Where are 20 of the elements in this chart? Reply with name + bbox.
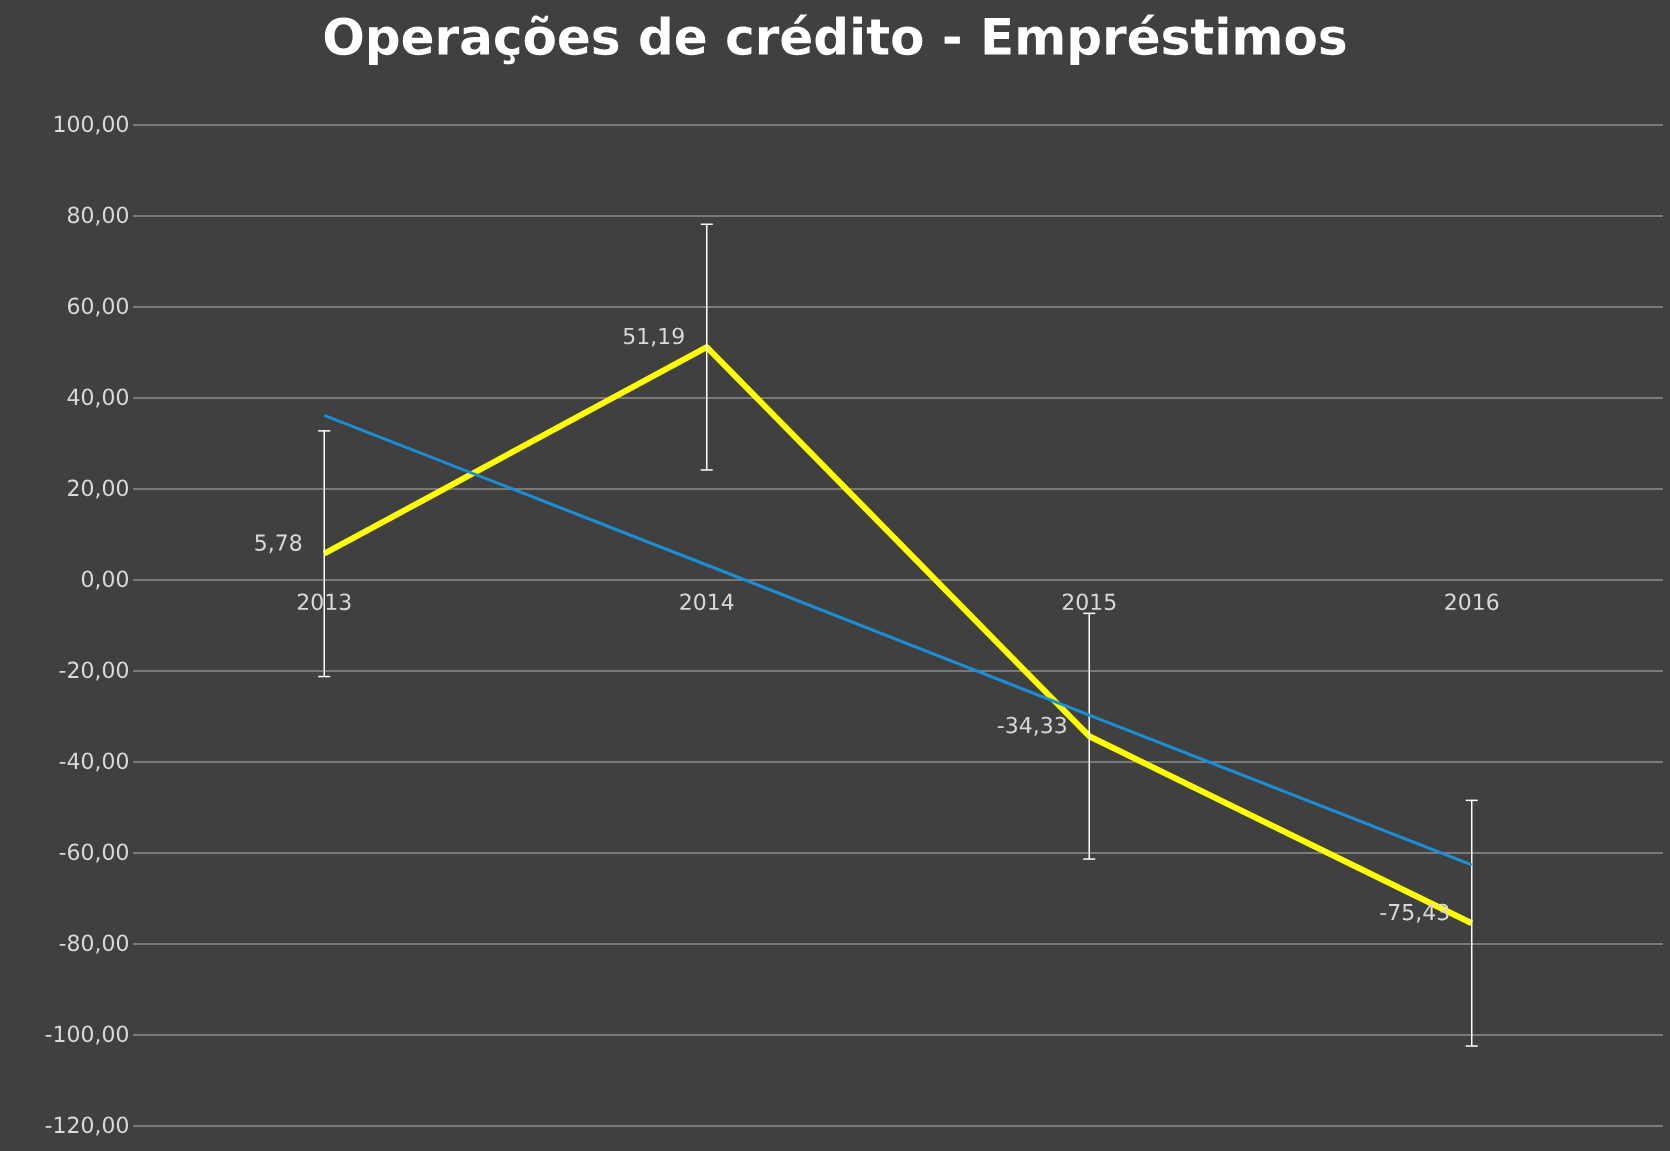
x-tick-label: 2014 — [680, 593, 734, 611]
y-tick-label: 0,00 — [81, 570, 128, 590]
y-tick-label: 40,00 — [67, 388, 128, 408]
data-label: -34,33 — [997, 716, 1066, 736]
y-tick-label: -60,00 — [59, 843, 128, 863]
y-tick-label: 100,00 — [54, 115, 128, 135]
y-tick-label: -20,00 — [59, 661, 128, 681]
x-tick-label: 2016 — [1445, 593, 1499, 611]
y-tick-label: 60,00 — [68, 297, 128, 317]
y-tick-label: -120,00 — [45, 1116, 128, 1136]
data-label: 5,78 — [255, 534, 302, 554]
data-label: -75,43 — [1380, 903, 1449, 923]
y-tick-label: 80,00 — [67, 206, 128, 226]
x-tick-label: 2015 — [1062, 593, 1116, 611]
chart-title: Operações de crédito - Empréstimos — [324, 14, 1346, 65]
y-tick-label: 20,00 — [68, 479, 128, 499]
data-label: 51,19 — [623, 327, 684, 347]
y-tick-label: -40,00 — [59, 752, 128, 772]
y-tick-label: -100,00 — [45, 1025, 128, 1045]
y-tick-label: -80,00 — [59, 934, 128, 954]
